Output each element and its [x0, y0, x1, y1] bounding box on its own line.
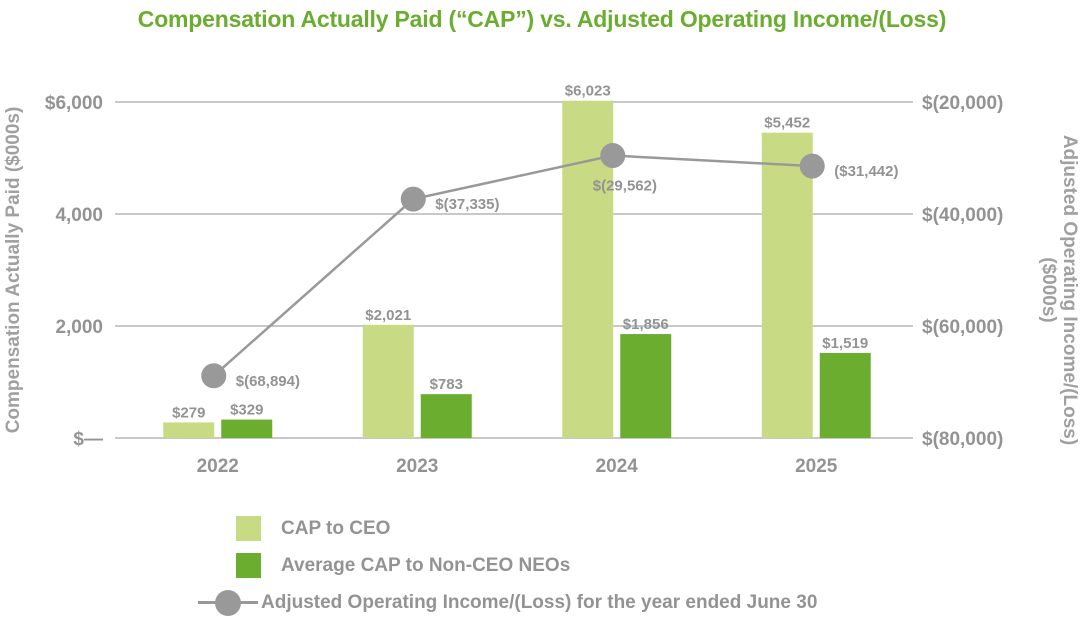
x-tick-label: 2025	[795, 456, 838, 477]
bar-data-label: $329	[230, 402, 263, 419]
y2-tick-label: $(20,000)	[922, 93, 1003, 114]
bar-ceo	[362, 324, 414, 438]
legend-swatch-line	[198, 590, 258, 616]
y2-axis-title-line2: ($000s)	[1038, 257, 1059, 323]
y-tick-label: $6,000	[45, 93, 103, 114]
legend-swatch-neo	[236, 553, 261, 578]
y-tick-label: 4,000	[55, 205, 103, 226]
bar-ceo	[761, 132, 813, 439]
legend-label-neo: Average CAP to Non-CEO NEOs	[281, 554, 571, 576]
line-point	[799, 153, 825, 179]
bar-neo	[221, 419, 273, 438]
legend-item-neo: Average CAP to Non-CEO NEOs	[220, 547, 817, 584]
x-tick-label: 2023	[396, 456, 438, 477]
line-point	[201, 363, 227, 389]
line-data-label: $(29,562)	[593, 178, 657, 195]
y-axis-title: Compensation Actually Paid ($000s)	[3, 107, 24, 434]
y2-axis-title-line1: Adjusted Operating Income/(Loss)	[1059, 135, 1080, 445]
bar-data-label: $5,452	[764, 115, 810, 132]
legend-swatch-ceo	[236, 516, 261, 541]
bar-data-label: $2,021	[365, 307, 411, 324]
line-series	[212, 154, 813, 377]
bar-neo	[420, 394, 472, 438]
bar-data-label: $783	[430, 376, 463, 393]
legend-item-ceo: CAP to CEO	[220, 510, 817, 547]
legend: CAP to CEO Average CAP to Non-CEO NEOs A…	[198, 510, 817, 621]
bar-data-label: $1,519	[822, 335, 868, 352]
legend-label-ceo: CAP to CEO	[281, 517, 391, 539]
legend-label-line: Adjusted Operating Income/(Loss) for the…	[261, 591, 818, 613]
y2-tick-label: $(60,000)	[922, 317, 1003, 338]
bar-data-label: $1,856	[623, 316, 669, 333]
y-tick-label: 2,000	[55, 317, 103, 338]
y2-tick-label: $(40,000)	[922, 205, 1003, 226]
line-point	[600, 143, 626, 169]
y2-tick-label: $(80,000)	[922, 429, 1003, 450]
line-data-label: ($31,442)	[834, 163, 898, 180]
line-data-label: $(68,894)	[236, 373, 300, 390]
bar-data-label: $6,023	[565, 83, 611, 100]
bar-neo	[819, 352, 871, 438]
chart-title: Compensation Actually Paid (“CAP”) vs. A…	[137, 6, 947, 32]
x-tick-label: 2022	[197, 456, 239, 477]
x-tick-label: 2024	[596, 456, 639, 477]
line-data-label: $(37,335)	[435, 196, 499, 213]
legend-item-line: Adjusted Operating Income/(Loss) for the…	[198, 584, 817, 621]
bar-data-label: $279	[172, 404, 205, 421]
line-point	[400, 186, 426, 212]
y-tick-label: $—	[73, 429, 103, 450]
bar-neo	[620, 334, 672, 438]
bar-ceo	[163, 422, 215, 438]
